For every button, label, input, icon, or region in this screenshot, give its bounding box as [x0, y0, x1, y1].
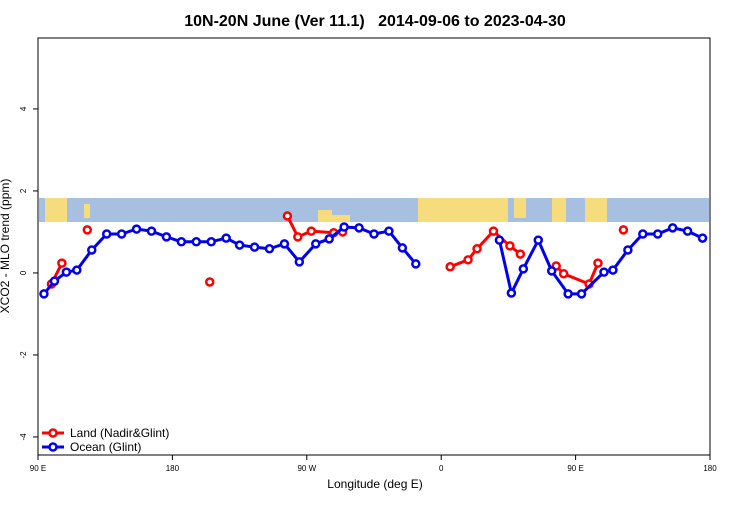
data-point [294, 257, 305, 267]
data-point [506, 288, 517, 298]
map-strip [39, 198, 709, 222]
data-point [39, 289, 49, 299]
y-axis-label: XCO2 - MLO trend (ppm) [0, 179, 12, 314]
x-axis-label: Longitude (deg E) [327, 477, 422, 491]
plot-frame [37, 37, 711, 456]
y-tick-label: 0 [19, 270, 28, 275]
data-point [293, 232, 303, 242]
data-point [101, 229, 112, 239]
data-point [505, 241, 515, 251]
y-tick-label: -4 [19, 433, 28, 441]
data-point [576, 289, 587, 299]
data-point [533, 235, 544, 245]
data-point [264, 244, 275, 254]
data-point [221, 233, 231, 243]
data-point [682, 226, 693, 236]
data-point [638, 229, 648, 239]
data-point [369, 229, 379, 239]
data-point [324, 234, 334, 244]
data-point [61, 267, 72, 277]
y-tick-label: 4 [19, 106, 28, 111]
data-point [563, 289, 573, 299]
x-tick-label: 90 E [567, 464, 583, 473]
data-point [279, 239, 290, 249]
data-point [146, 226, 157, 236]
data-point [234, 240, 245, 250]
data-point [599, 267, 609, 277]
data-point [131, 224, 142, 234]
data-point [652, 229, 663, 239]
data-point [618, 225, 629, 235]
data-point [558, 269, 569, 279]
data-point [667, 223, 678, 233]
data-point [463, 255, 473, 265]
data-point [72, 265, 82, 275]
data-point [697, 233, 708, 243]
data-point [593, 258, 603, 268]
legend-label: Land (Nadir&Glint) [70, 426, 169, 440]
x-tick-label: 0 [439, 464, 444, 473]
data-point [384, 226, 394, 236]
data-point [494, 235, 505, 245]
data-point [82, 225, 93, 235]
x-tick-label: 90 E [30, 464, 46, 473]
data-point [176, 237, 187, 247]
data-point [546, 266, 557, 276]
data-point [87, 245, 97, 255]
data-point [445, 262, 455, 272]
legend-marker [48, 442, 58, 452]
data-point [411, 259, 421, 269]
data-point [206, 237, 216, 247]
data-point [204, 277, 215, 287]
data-point [306, 226, 317, 236]
data-point [57, 258, 67, 268]
data-point [339, 222, 349, 232]
x-tick-label: 180 [166, 464, 180, 473]
data-point [608, 265, 618, 275]
data-point [282, 211, 293, 221]
data-point [472, 244, 482, 254]
data-point [515, 249, 526, 259]
data-point [161, 232, 172, 242]
x-tick-label: 180 [703, 464, 717, 473]
data-point [116, 229, 127, 239]
data-point [311, 239, 321, 249]
legend-label: Ocean (Glint) [70, 440, 141, 454]
data-point [191, 237, 202, 247]
chart-title: 10N-20N June (Ver 11.1) 2014-09-06 to 20… [184, 13, 566, 30]
data-point [397, 243, 408, 253]
legend: Land (Nadir&Glint)Ocean (Glint) [42, 426, 169, 454]
data-point [49, 276, 60, 286]
data-point [354, 223, 364, 233]
x-tick-label: 90 W [297, 464, 316, 473]
y-tick-label: -2 [19, 351, 28, 359]
data-point [623, 245, 633, 255]
data-point [518, 264, 529, 274]
legend-marker [48, 428, 58, 438]
data-point [249, 242, 260, 252]
y-tick-label: 2 [19, 188, 28, 193]
data-point [488, 226, 499, 236]
